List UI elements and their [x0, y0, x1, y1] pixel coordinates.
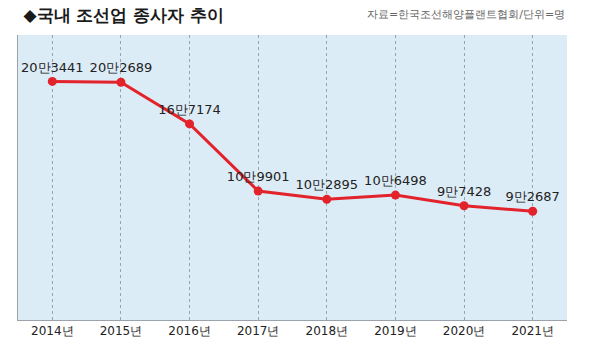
svg-text:2016년: 2016년	[168, 324, 211, 338]
svg-text:16만7174: 16만7174	[158, 102, 221, 117]
svg-text:10만9901: 10만9901	[227, 169, 290, 184]
svg-text:10만2895: 10만2895	[295, 177, 358, 192]
svg-text:◆국내 조선업 종사자 추이: ◆국내 조선업 종사자 추이	[23, 5, 224, 25]
svg-text:2014년: 2014년	[31, 324, 74, 338]
svg-text:2021년: 2021년	[511, 324, 554, 338]
svg-text:20만2689: 20만2689	[90, 60, 153, 75]
svg-text:2018년: 2018년	[306, 324, 349, 338]
svg-text:20만3441: 20만3441	[21, 60, 84, 75]
svg-text:9만2687: 9만2687	[506, 189, 560, 204]
svg-text:2015년: 2015년	[100, 324, 143, 338]
svg-text:2019년: 2019년	[374, 324, 417, 338]
svg-text:10만6498: 10만6498	[364, 173, 427, 188]
svg-text:2017년: 2017년	[237, 324, 280, 338]
svg-text:9만7428: 9만7428	[437, 184, 491, 199]
svg-text:2020년: 2020년	[443, 324, 486, 338]
svg-text:자료=한국조선해양플랜트협회/단위=명: 자료=한국조선해양플랜트협회/단위=명	[367, 8, 565, 21]
